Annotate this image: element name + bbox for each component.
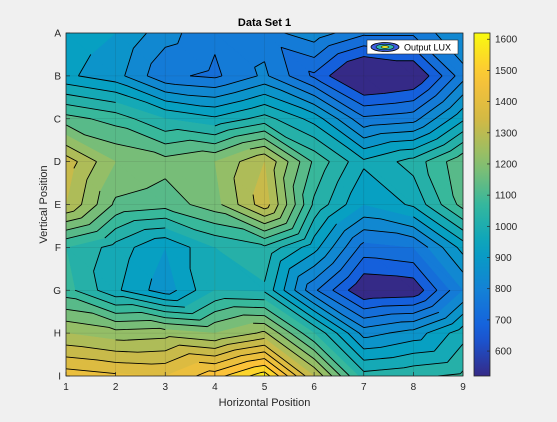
x-tick-label: 7 (361, 382, 367, 393)
colorbar-tick-label: 1300 (495, 128, 518, 139)
colorbar-tick-label: 1500 (495, 66, 518, 77)
y-tick-label: A (54, 29, 61, 40)
y-tick-label: D (54, 157, 61, 168)
colorbar-tick-label: 900 (495, 253, 512, 264)
contour-line (66, 351, 297, 376)
x-tick-label: 1 (63, 382, 69, 393)
x-tick-label: 3 (162, 382, 168, 393)
colorbar-tick-label: 600 (495, 347, 512, 358)
contour-band (313, 332, 359, 376)
y-tick-label: H (54, 329, 61, 340)
contour-band (66, 161, 75, 205)
contour-line (329, 56, 430, 301)
colorbar: 600 700 800 900 1000 1100 1200 1300 1400 1500 1600 (473, 32, 518, 377)
x-tick-label: 2 (113, 382, 119, 393)
contour-line (66, 93, 463, 372)
contour-lines (66, 33, 463, 376)
contour-line (66, 83, 463, 361)
contour-line (66, 144, 324, 376)
x-tick-label: 6 (311, 382, 317, 393)
contour-fills (66, 33, 463, 376)
x-tick-label: 9 (460, 382, 466, 393)
colorbar-tick-label: 1000 (495, 222, 518, 233)
contour-line (249, 371, 271, 376)
contour-line (189, 34, 456, 319)
legend-entry: Output LUX (404, 43, 451, 53)
colorbar-tick-label: 1100 (495, 191, 517, 202)
x-tick-label: 4 (212, 382, 218, 393)
contour-line (66, 124, 342, 376)
chart-title: Data Set 1 (238, 17, 291, 29)
contour-line (66, 114, 463, 376)
plot-area: 1 2 3 4 5 6 7 8 9 A B C D E F G H I (53, 29, 466, 394)
contour-line (224, 364, 279, 376)
y-tick-label: I (58, 372, 61, 383)
contour-line (66, 155, 271, 353)
contour-band (165, 361, 210, 376)
colorbar-bar (473, 32, 491, 377)
contour-line (196, 358, 288, 376)
x-tick-label: 5 (262, 382, 268, 393)
grid-lines (66, 33, 463, 376)
legend[interactable]: Output LUX (366, 39, 459, 55)
contour-line (66, 344, 306, 376)
contour-line (124, 33, 463, 339)
x-axis-label: Horizontal Position (219, 397, 311, 409)
colorbar-ticks: 600 700 800 900 1000 1100 1200 1300 1400 1500 1600 (487, 35, 518, 358)
y-tick-label: E (54, 200, 61, 211)
contour-band (427, 247, 463, 291)
y-tick-label: B (54, 71, 61, 82)
y-axis-ticks: A B C D E F G H I (53, 29, 70, 383)
y-tick-label: F (55, 243, 61, 254)
x-axis-ticks: 1 2 3 4 5 6 7 8 9 (63, 372, 466, 393)
legend-swatch-icon (370, 42, 400, 52)
contour-line (146, 33, 463, 328)
colorbar-tick-label: 1600 (495, 35, 518, 46)
y-axis-label: Vertical Position (38, 165, 50, 243)
colorbar-tick-label: 800 (495, 284, 512, 295)
contour-line (66, 145, 333, 376)
contour-line (78, 54, 463, 350)
contour-line (66, 104, 463, 376)
y-tick-label: C (54, 114, 61, 125)
colorbar-tick-label: 1400 (495, 97, 518, 108)
colorbar-tick-label: 700 (495, 315, 512, 326)
colorbar-tick-label: 1200 (495, 159, 518, 170)
y-tick-label: G (53, 286, 61, 297)
x-tick-label: 8 (411, 382, 417, 393)
